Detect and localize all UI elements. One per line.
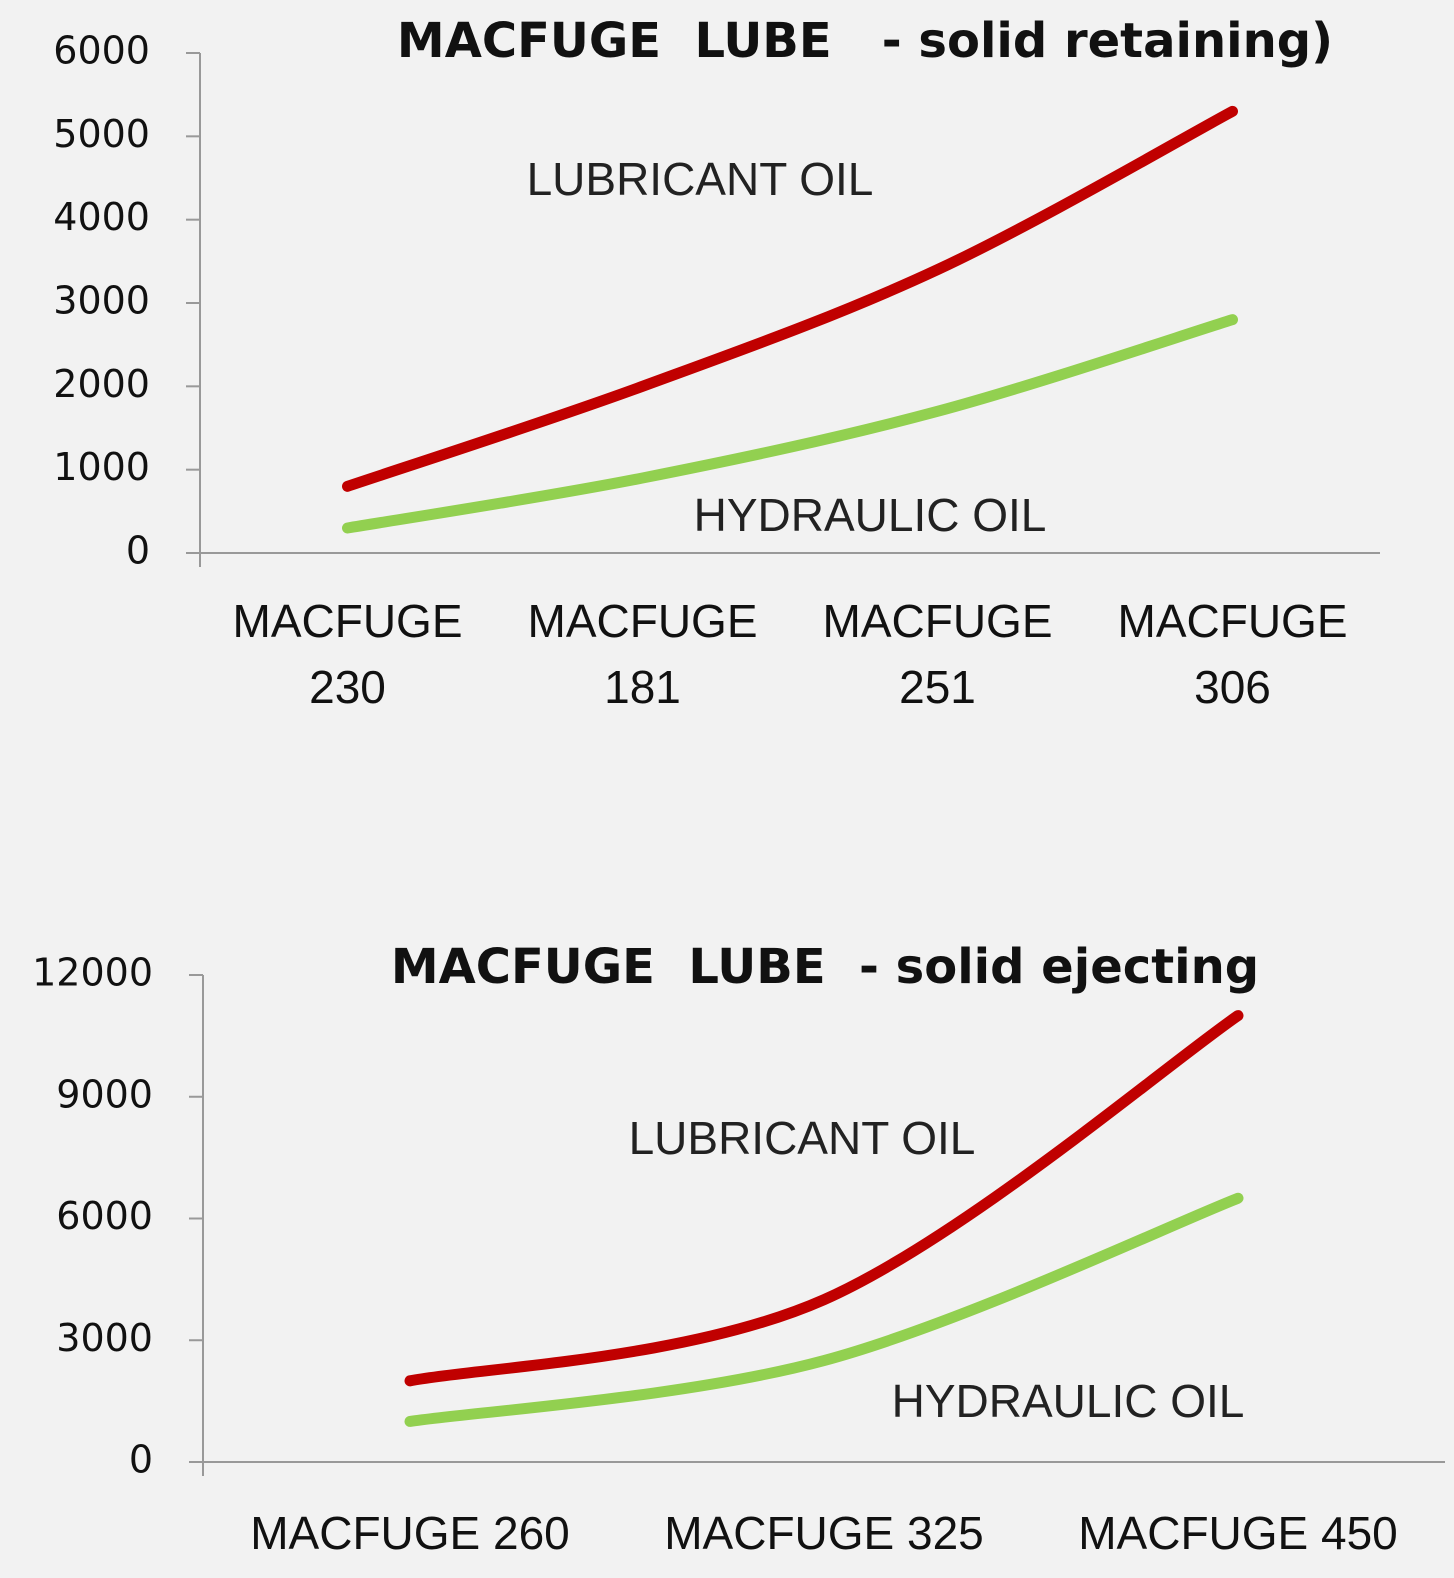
y-tick-label: 6000	[56, 1194, 153, 1238]
y-tick-label: 4000	[53, 195, 150, 239]
x-tick-label: MACFUGE 251	[822, 595, 1053, 713]
x-tick-label: MACFUGE 230	[232, 595, 463, 713]
y-tick-label: 0	[126, 529, 150, 573]
series-label: LUBRICANT OIL	[527, 153, 874, 205]
series-line	[342, 314, 1238, 534]
y-tick-label: 5000	[53, 112, 150, 156]
y-tick-label: 1000	[53, 445, 150, 489]
series-label: HYDRAULIC OIL	[694, 489, 1047, 541]
series-line	[404, 1010, 1244, 1387]
series-line	[404, 1192, 1244, 1427]
x-tick-label: MACFUGE 306	[1117, 595, 1348, 713]
y-tick-label: 3000	[56, 1316, 153, 1360]
x-tick-label: MACFUGE 260	[250, 1507, 570, 1559]
x-tick-label: MACFUGE 181	[527, 595, 758, 713]
y-tick-label: 2000	[53, 362, 150, 406]
series-line	[342, 105, 1238, 492]
y-tick-label: 3000	[53, 279, 150, 323]
y-tick-label: 6000	[53, 29, 150, 73]
chart-title: MACFUGE LUBE - solid retaining)	[397, 13, 1333, 69]
x-tick-label: MACFUGE 325	[664, 1507, 984, 1559]
series-label: LUBRICANT OIL	[629, 1112, 976, 1164]
y-tick-label: 9000	[56, 1072, 153, 1116]
y-tick-label: 12000	[32, 951, 153, 995]
x-tick-label: MACFUGE 450	[1078, 1507, 1398, 1559]
y-tick-label: 0	[129, 1438, 153, 1482]
series-label: HYDRAULIC OIL	[892, 1375, 1245, 1427]
chart-title: MACFUGE LUBE - solid ejecting	[391, 939, 1259, 995]
